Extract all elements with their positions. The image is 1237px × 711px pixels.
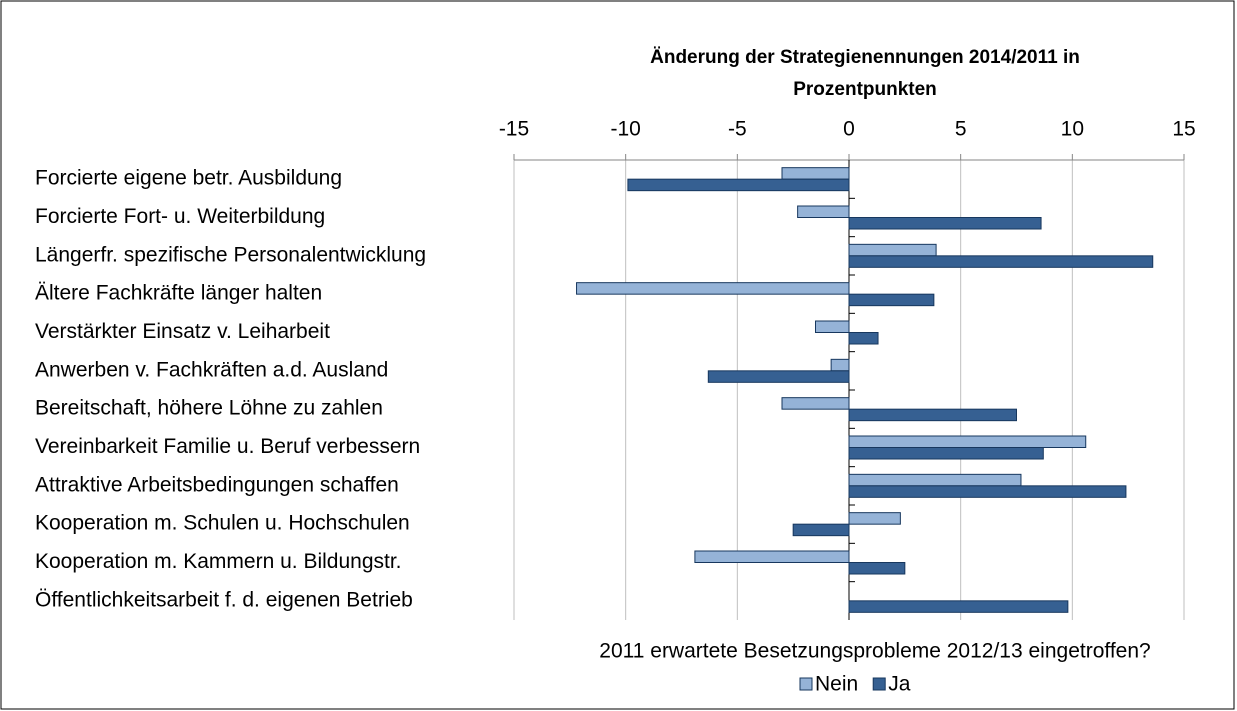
y-tick-label: Anwerben v. Fachkräften a.d. Ausland [35,358,388,381]
bar [848,473,1022,487]
bar [830,358,850,372]
bar [848,255,1154,268]
y-tick-label: Ältere Fachkräfte länger halten [35,282,322,305]
bar [848,293,935,307]
y-tick-label: Forcierte Fort- u. Weiterbildung [35,205,325,228]
y-tick-label: Längerfr. spezifische Personalentwicklun… [35,243,426,266]
x-tick-label: -15 [499,118,529,141]
bar [848,435,1087,448]
bar [848,408,1017,422]
chart-title: Änderung der Strategienennungen 2014/201… [650,47,1080,68]
bar [627,178,850,192]
legend-label: Ja [888,673,911,696]
bar [707,370,850,383]
bar [815,320,850,333]
y-tick-label: Verstärkter Einsatz v. Leiharbeit [35,320,330,343]
legend-label: Nein [815,673,858,696]
y-tick-label: Forcierte eigene betr. Ausbildung [35,167,342,190]
y-tick-label: Kooperation m. Kammern u. Bildungstr. [35,550,402,573]
y-tick-label: Attraktive Arbeitsbedingungen schaffen [35,473,399,496]
x-tick-label: 5 [955,118,967,141]
y-tick-label: Bereitschaft, höhere Löhne zu zahlen [35,397,383,420]
y-tick-label: Kooperation m. Schulen u. Hochschulen [35,512,410,535]
legend-title: 2011 erwartete Besetzungsprobleme 2012/1… [599,640,1150,663]
legend-swatch [799,677,813,691]
y-tick-label: Vereinbarkeit Familie u. Beruf verbesser… [35,435,420,458]
x-tick-label: 0 [843,118,855,141]
x-tick-label: 10 [1061,118,1084,141]
bar [576,282,850,295]
y-tick-label: Öffentlichkeitsarbeit f. d. eigenen Betr… [35,588,413,611]
bar [848,485,1127,498]
bar [848,243,937,257]
bar [797,205,850,218]
bar [848,600,1069,613]
x-tick-label: -5 [728,118,747,141]
bar [848,562,906,575]
bar [781,167,850,180]
bar [848,447,1044,460]
chart-title: Prozentpunkten [793,79,937,100]
bar [792,523,850,537]
bar [694,550,850,563]
legend-swatch [872,677,886,691]
bar [848,332,879,345]
bar [848,217,1042,230]
bar [781,397,850,410]
x-tick-label: 15 [1172,118,1195,141]
x-tick-label: -10 [610,118,640,141]
bar [848,512,901,525]
